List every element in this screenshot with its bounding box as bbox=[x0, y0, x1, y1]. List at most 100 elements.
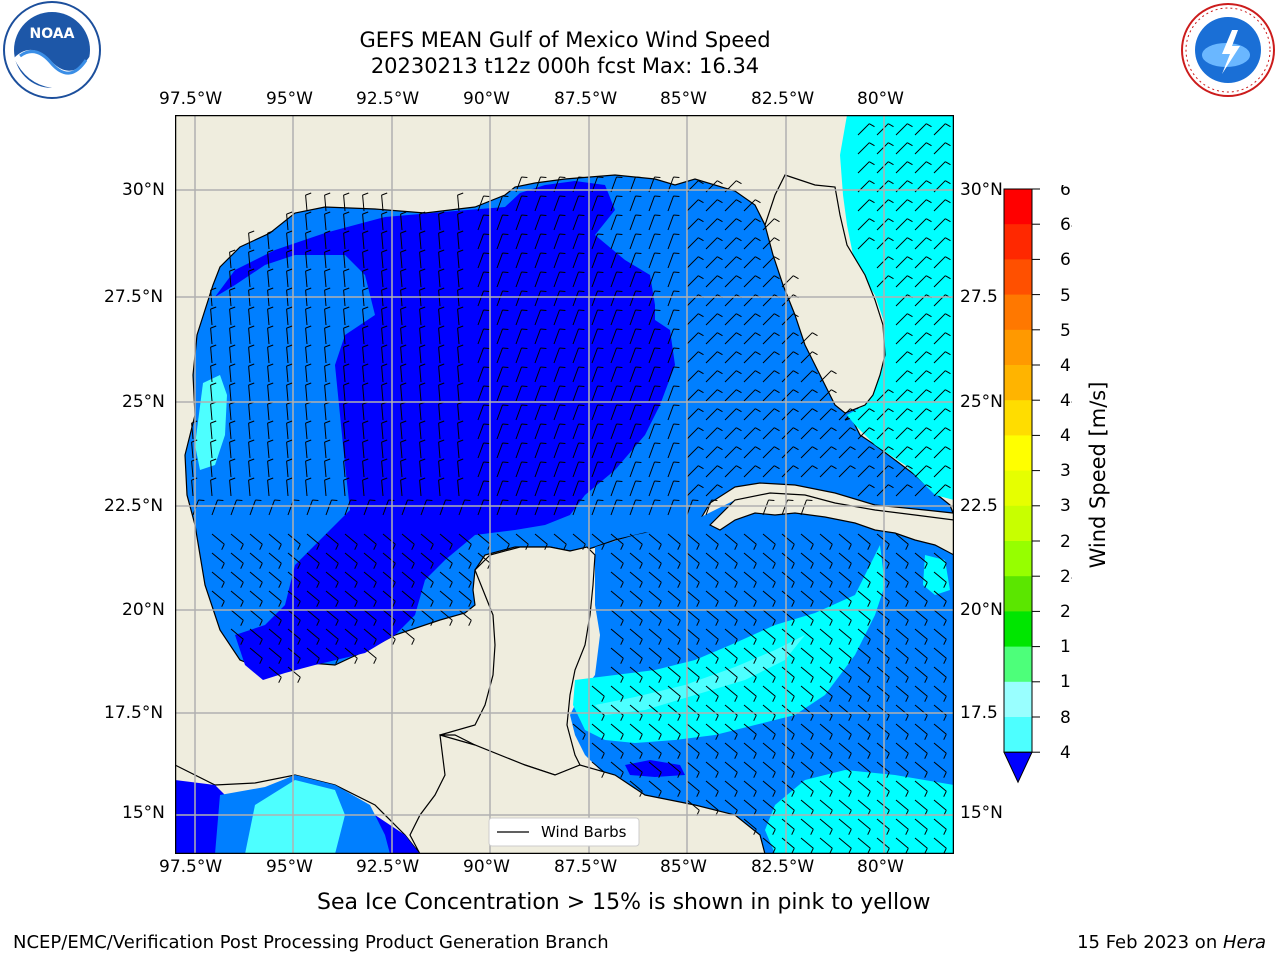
wind-barb-feather bbox=[373, 563, 377, 569]
wind-barb bbox=[229, 290, 232, 307]
wind-barb-feather bbox=[578, 347, 585, 349]
wind-barb bbox=[895, 123, 908, 136]
wind-barb-feather bbox=[400, 363, 407, 367]
wind-barb bbox=[572, 499, 579, 516]
wind-barb bbox=[781, 780, 795, 792]
wind-barb-feather bbox=[419, 363, 426, 367]
wind-barb bbox=[248, 271, 251, 288]
wind-barb bbox=[610, 609, 624, 621]
wind-barb bbox=[648, 404, 655, 421]
wind-barb bbox=[363, 628, 377, 640]
wind-barb-feather bbox=[286, 458, 293, 462]
wind-barb bbox=[819, 408, 832, 421]
wind-barb-feather bbox=[286, 325, 293, 329]
wind-barb bbox=[610, 328, 617, 345]
wind-barb-feather bbox=[259, 563, 263, 569]
top-lon-label: 97.5°W bbox=[159, 89, 223, 109]
wind-barb-feather bbox=[305, 363, 312, 367]
wind-barb-feather bbox=[582, 544, 586, 550]
wind-barb-feather bbox=[578, 195, 585, 197]
right-lat-label: 30°N bbox=[960, 180, 1003, 200]
wind-barb-feather bbox=[635, 214, 642, 216]
wind-barb-feather bbox=[438, 230, 445, 234]
wind-barb-feather bbox=[717, 199, 723, 204]
wind-barb bbox=[267, 328, 270, 345]
wind-barb-feather bbox=[373, 601, 377, 607]
wind-barb bbox=[267, 347, 270, 364]
wind-barb-feather bbox=[926, 218, 932, 223]
wind-barb-feather bbox=[755, 256, 761, 261]
wind-barb bbox=[287, 609, 301, 621]
left-lat-label: 17.5°N bbox=[104, 703, 164, 723]
wind-barb bbox=[895, 389, 908, 402]
wind-barb-feather bbox=[267, 287, 274, 291]
wind-barb bbox=[838, 723, 852, 735]
wind-barb bbox=[724, 609, 738, 621]
wind-barb-feather bbox=[829, 753, 833, 759]
wind-barb-feather bbox=[210, 306, 217, 310]
bottom-lon-label: 95°W bbox=[266, 857, 313, 877]
wind-barb bbox=[248, 309, 251, 326]
wind-barb-feather bbox=[582, 734, 586, 740]
wind-barb bbox=[419, 461, 422, 478]
wind-barb-feather bbox=[305, 230, 312, 234]
wind-barb-feather bbox=[829, 658, 833, 664]
wind-barb bbox=[648, 647, 662, 659]
wind-barb-feather bbox=[210, 325, 217, 329]
wind-barb bbox=[857, 161, 870, 174]
wind-barb bbox=[933, 552, 947, 564]
wind-barb bbox=[838, 628, 852, 640]
wind-barb-feather bbox=[869, 142, 875, 147]
wind-barb bbox=[400, 442, 403, 459]
wind-barb-feather bbox=[945, 199, 951, 204]
wind-barb-feather bbox=[316, 563, 320, 569]
wind-barb-feather bbox=[635, 442, 642, 444]
wind-barb bbox=[553, 499, 560, 516]
wind-barb bbox=[781, 552, 795, 564]
wind-barb-feather bbox=[810, 791, 814, 797]
wind-barb bbox=[724, 199, 737, 212]
wind-barb bbox=[343, 442, 346, 459]
wind-barb-feather bbox=[362, 306, 369, 310]
colorbar-tick: 68 bbox=[1060, 185, 1072, 200]
wind-barb bbox=[324, 328, 327, 345]
wind-barb bbox=[686, 237, 699, 250]
wind-barb-feather bbox=[867, 791, 871, 797]
wind-barb bbox=[286, 423, 289, 440]
wind-barb-feather bbox=[362, 382, 369, 386]
wind-barb-feather bbox=[812, 389, 818, 394]
wind-barb bbox=[248, 366, 251, 383]
wind-barb bbox=[914, 123, 927, 136]
wind-barb bbox=[838, 571, 852, 583]
wind-barb-feather bbox=[772, 582, 776, 588]
wind-barb-feather bbox=[869, 427, 875, 432]
wind-barb-feather bbox=[755, 427, 761, 432]
wind-barb bbox=[305, 290, 308, 307]
wind-barb bbox=[933, 161, 946, 174]
wind-barb bbox=[895, 408, 908, 421]
wind-barb bbox=[306, 552, 320, 564]
wind-barb bbox=[724, 799, 738, 811]
wind-barb bbox=[400, 404, 403, 421]
wind-barb bbox=[306, 628, 320, 640]
colorbar-tick: 40 bbox=[1060, 426, 1072, 446]
wind-barb-feather bbox=[810, 544, 814, 550]
wind-barb-feather bbox=[419, 382, 426, 386]
wind-barb-feather bbox=[639, 753, 643, 759]
wind-barbs bbox=[191, 123, 951, 854]
wind-barb-feather bbox=[943, 601, 947, 607]
wind-barb-feather bbox=[753, 582, 757, 588]
wind-barb-feather bbox=[267, 268, 274, 272]
wind-barb-feather bbox=[810, 601, 814, 607]
wind-barb bbox=[248, 347, 251, 364]
wind-barb bbox=[743, 723, 757, 735]
wind-barb-feather bbox=[829, 677, 833, 683]
colorbar-segment bbox=[1004, 294, 1032, 331]
wind-barb bbox=[743, 571, 757, 583]
wind-barb-feather bbox=[324, 211, 331, 215]
wind-barb-feather bbox=[696, 563, 700, 569]
wind-barb-feather bbox=[717, 218, 723, 223]
wind-barb bbox=[400, 233, 403, 250]
wind-barb-feather bbox=[411, 620, 415, 626]
wind-barb bbox=[876, 609, 890, 621]
